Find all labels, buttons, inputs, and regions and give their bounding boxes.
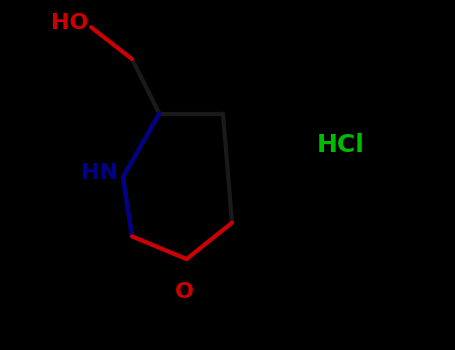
Text: HO: HO — [51, 13, 89, 33]
Text: HN: HN — [81, 163, 118, 183]
Text: O: O — [175, 282, 194, 302]
Text: HCl: HCl — [317, 133, 365, 158]
